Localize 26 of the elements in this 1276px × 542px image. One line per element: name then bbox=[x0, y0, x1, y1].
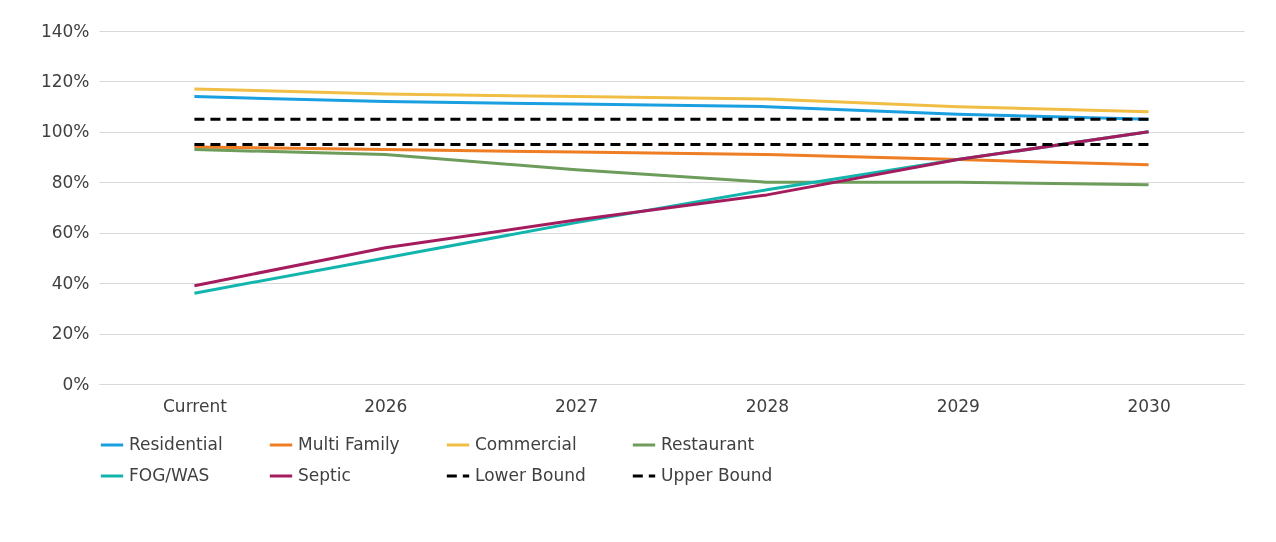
y-tick-label: 120% bbox=[40, 70, 90, 91]
legend-label: Residential bbox=[129, 434, 223, 454]
y-tick-label: 140% bbox=[40, 20, 90, 41]
y-tick-label: 20% bbox=[51, 323, 90, 344]
legend-label: Multi Family bbox=[298, 434, 400, 454]
line-series bbox=[192, 145, 1151, 167]
y-tick-label: 60% bbox=[51, 222, 90, 243]
y-tick-label: 100% bbox=[40, 121, 90, 142]
y-tick-label: 0% bbox=[62, 373, 90, 394]
x-tick-label: 2027 bbox=[554, 395, 599, 416]
legend-label: Commercial bbox=[475, 434, 577, 454]
legend-label: Upper Bound bbox=[661, 465, 773, 485]
legend-label: Restaurant bbox=[661, 434, 755, 454]
y-tick-label: 80% bbox=[51, 171, 90, 192]
y-tick-label: 40% bbox=[51, 272, 90, 293]
x-tick-label: 2028 bbox=[745, 395, 790, 416]
line-series bbox=[192, 95, 1151, 121]
x-tick-label: 2029 bbox=[936, 395, 980, 416]
legend-label: Septic bbox=[298, 465, 351, 485]
x-tick-label: Current bbox=[162, 395, 228, 416]
line-series bbox=[192, 148, 1151, 187]
x-tick-label: 2030 bbox=[1127, 395, 1171, 416]
x-tick-label: 2026 bbox=[364, 395, 408, 416]
legend-label: FOG/WAS bbox=[129, 465, 210, 485]
line-series bbox=[192, 87, 1151, 114]
legend-label: Lower Bound bbox=[475, 465, 586, 485]
